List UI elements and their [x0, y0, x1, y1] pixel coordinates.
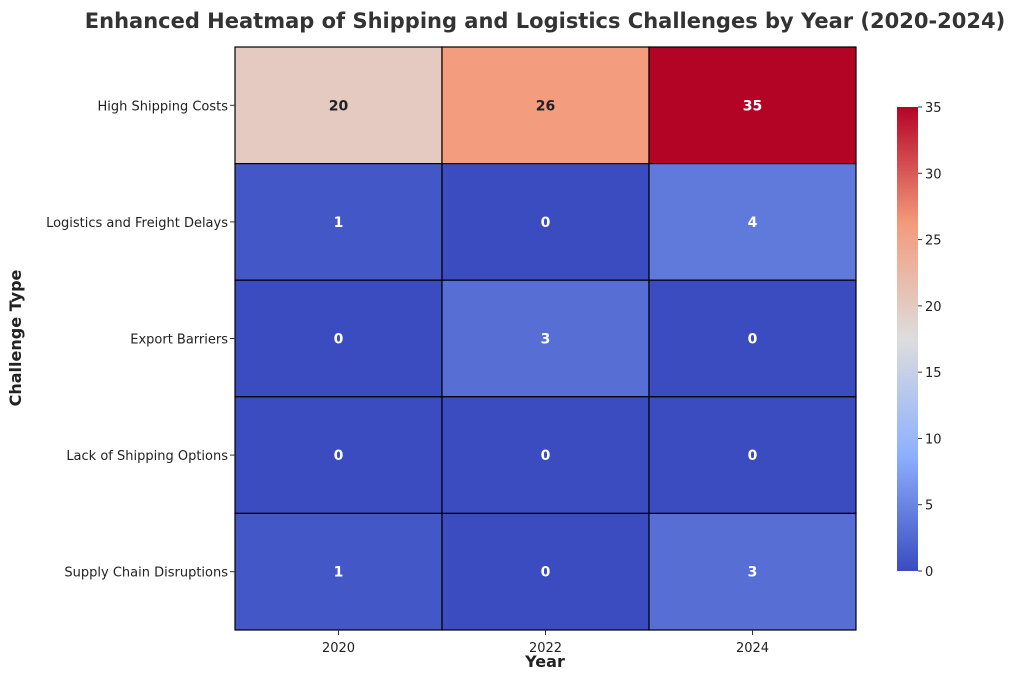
- cell-value-label: 0: [334, 448, 344, 464]
- cell-value-label: 1: [334, 565, 344, 581]
- colorbar-tick-label: 20: [925, 300, 942, 315]
- colorbar-tick-label: 10: [925, 432, 942, 447]
- x-axis-label: Year: [524, 652, 565, 671]
- heatmap-cell: [234, 512, 443, 631]
- colorbar-tick-label: 25: [925, 234, 942, 249]
- cell-value-label: 0: [541, 215, 551, 231]
- cell-value-label: 3: [748, 565, 758, 581]
- heatmap-cell: [648, 396, 857, 514]
- cell-value-label: 0: [748, 332, 758, 348]
- y-tick-label: Lack of Shipping Options: [66, 449, 228, 464]
- heatmap-cell: [234, 163, 443, 281]
- x-tick-label: 2024: [736, 641, 769, 656]
- heatmap-cell: [441, 279, 650, 398]
- heatmap-cell: [648, 512, 857, 631]
- cell-value-label: 20: [329, 98, 349, 114]
- y-tick-label: High Shipping Costs: [97, 99, 228, 114]
- chart-title: Enhanced Heatmap of Shipping and Logisti…: [85, 9, 1005, 33]
- cell-value-label: 3: [541, 332, 551, 348]
- colorbar-tick-label: 0: [925, 565, 933, 580]
- x-tick-label: 2020: [322, 641, 355, 656]
- heatmap-cell: [234, 279, 443, 398]
- heatmap-cell: [441, 396, 650, 514]
- colorbar-tick-label: 5: [925, 499, 933, 514]
- colorbar: [897, 107, 918, 571]
- y-axis-label: Challenge Type: [6, 269, 25, 406]
- colorbar-tick-label: 30: [925, 167, 942, 182]
- y-tick-label: Export Barriers: [130, 333, 228, 348]
- colorbar-tick-label: 35: [925, 101, 942, 116]
- cell-value-label: 0: [334, 332, 344, 348]
- cell-value-label: 4: [748, 215, 758, 231]
- heatmap-cell: [648, 46, 857, 165]
- cell-value-label: 1: [334, 215, 344, 231]
- heatmap-cell: [648, 163, 857, 281]
- heatmap-cell: [648, 279, 857, 398]
- x-tick-label: 2022: [529, 641, 562, 656]
- cell-value-label: 35: [743, 98, 762, 114]
- heatmap-cell: [441, 163, 650, 281]
- cell-value-label: 0: [748, 448, 758, 464]
- y-tick-label: Supply Chain Disruptions: [64, 566, 228, 581]
- cell-value-label: 0: [541, 565, 551, 581]
- cell-value-label: 26: [536, 98, 555, 114]
- colorbar-tick-label: 15: [925, 366, 942, 381]
- y-tick-label: Logistics and Freight Delays: [46, 216, 228, 231]
- heatmap-cell: [441, 512, 650, 631]
- cell-value-label: 0: [541, 448, 551, 464]
